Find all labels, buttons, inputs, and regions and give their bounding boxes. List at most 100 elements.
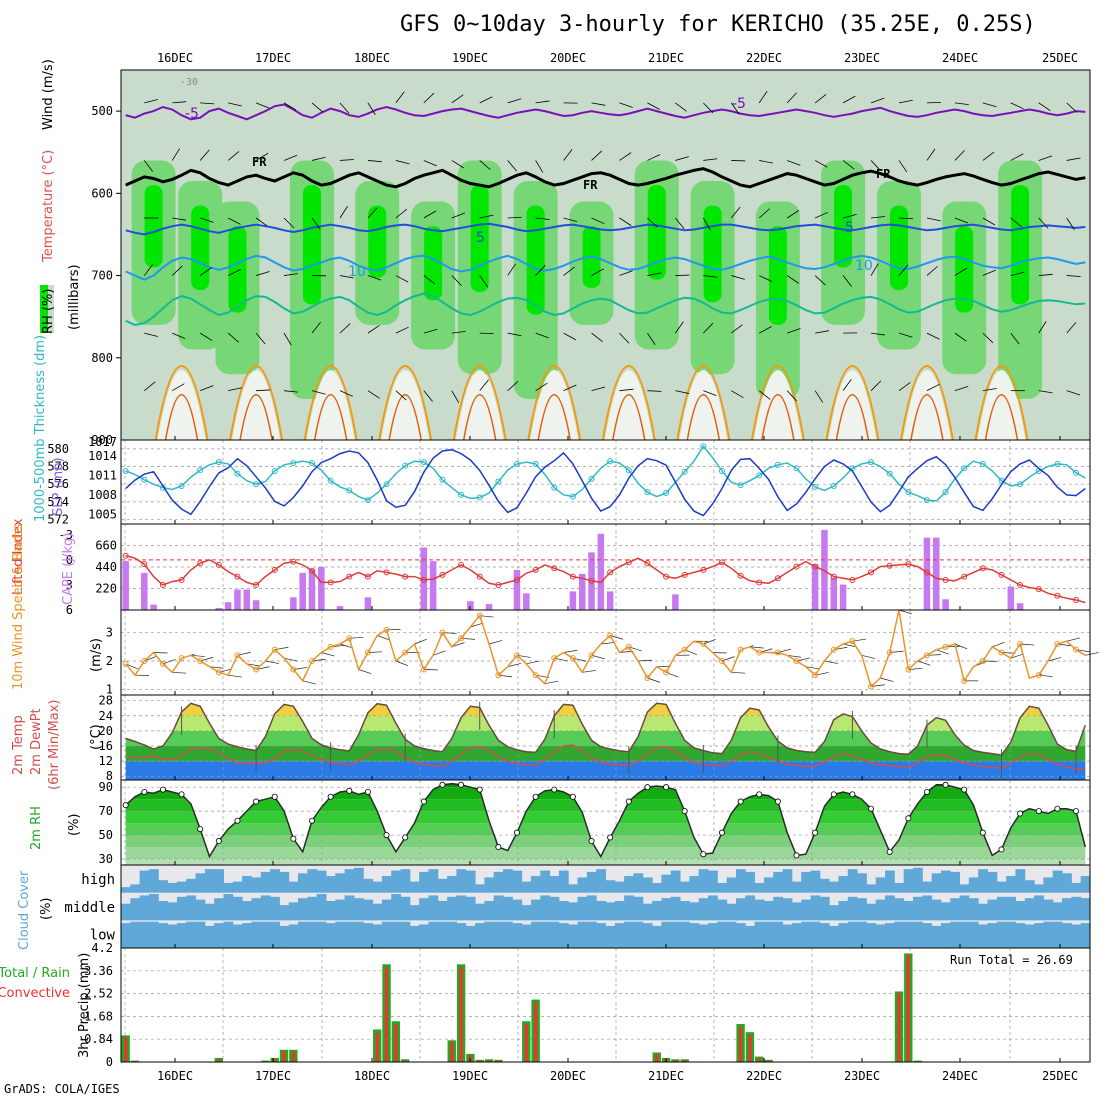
- date-label-top: 16DEC: [157, 51, 193, 65]
- wind-barb: [265, 660, 280, 664]
- wind-barb: [227, 269, 241, 276]
- wind-barb: [535, 217, 550, 220]
- cloud-bar-low: [465, 925, 476, 948]
- cloud-bar-mid: [158, 900, 169, 921]
- wind-barb: [199, 267, 212, 276]
- wind-barb: [377, 635, 390, 641]
- cloud-bar-low: [372, 924, 383, 948]
- cape-bar: [830, 577, 838, 610]
- rh-core: [834, 185, 853, 268]
- cloud-bar-low: [251, 921, 262, 948]
- wind-barb: [339, 206, 348, 219]
- li-line-point: [346, 573, 353, 580]
- wind-barb: [758, 91, 768, 104]
- cloud-bar-low: [940, 923, 951, 948]
- wind-speed-line-point: [197, 658, 204, 664]
- cloud-bar-high: [950, 871, 961, 893]
- rh-band: [125, 811, 1086, 824]
- wind-barb: [200, 385, 214, 392]
- cloud-bar-high: [158, 880, 169, 893]
- wind-speed-line-point: [756, 649, 763, 656]
- wind-speed-line-point: [476, 612, 483, 619]
- cloud-bar-mid: [754, 899, 765, 921]
- cloud-bar-high: [978, 869, 989, 893]
- wind-barb: [228, 387, 242, 392]
- cloud-bar-low: [1034, 923, 1044, 948]
- wind-barb: [311, 217, 321, 230]
- wind-barb: [926, 266, 938, 276]
- cloud-bar-mid: [1071, 896, 1082, 921]
- cloud-bar-mid: [465, 896, 476, 921]
- wind-barb: [675, 102, 687, 112]
- contour-label-10: 10: [348, 264, 366, 280]
- cloud-bar-low: [1080, 923, 1091, 948]
- temp-contour-15: [303, 365, 358, 441]
- cloud-bar-low: [894, 921, 905, 948]
- dewpt-axis-label: 2m DewPt: [29, 708, 44, 775]
- precip-conv-bar: [906, 954, 910, 1062]
- thickness-line-point: [700, 443, 707, 450]
- wind-barb: [619, 332, 630, 344]
- wind-barb: [1066, 322, 1077, 334]
- slp-line: [125, 448, 1086, 517]
- precip-tick-label: 4.2: [91, 941, 113, 955]
- wind-speed-line-point: [364, 649, 371, 656]
- rh-point: [979, 829, 986, 836]
- rh-point: [644, 784, 651, 791]
- cloud-bar-mid: [596, 900, 606, 921]
- wind-barb: [283, 332, 292, 346]
- wind-barb: [898, 160, 908, 173]
- thickness-line-point: [234, 470, 241, 477]
- wind-barb: [619, 217, 632, 226]
- wind-barb: [423, 210, 437, 219]
- precip-conv-bar: [375, 1032, 379, 1062]
- cloud-bar-low: [838, 923, 849, 948]
- cloud-bar-mid: [232, 896, 243, 921]
- thickness-tick-label: 572: [47, 513, 69, 527]
- precip-conv-bar: [496, 1060, 501, 1062]
- thickness-line-point: [458, 491, 465, 498]
- cloud-bar-high: [260, 871, 271, 893]
- li-line-point: [998, 571, 1005, 578]
- wind-barb: [647, 390, 662, 392]
- rh-point: [420, 798, 427, 805]
- cloud-bar-high: [1062, 873, 1072, 893]
- precip-conv-bar: [533, 1002, 538, 1062]
- cloud-bar-mid: [959, 895, 970, 921]
- cape-bar: [933, 537, 940, 610]
- wind-barb: [423, 92, 435, 104]
- rh-tick-label: 70: [99, 804, 113, 818]
- wind-barb: [171, 265, 183, 276]
- cloud-bar-high: [968, 877, 979, 893]
- cloud-bar-high: [1043, 877, 1054, 893]
- wind-barb: [563, 649, 578, 653]
- rh-axis-label: 2m RH: [29, 806, 44, 850]
- temp-tick-label: 28: [99, 694, 113, 708]
- precip-tick-label: 0: [106, 1055, 113, 1069]
- cloud-bar-low: [521, 924, 532, 948]
- cloud-level-label: middle: [64, 900, 115, 916]
- thickness-line-point: [271, 467, 278, 474]
- wind-speed-line-point: [886, 649, 893, 656]
- wind-barb: [926, 332, 940, 340]
- cloud-bar-low: [363, 923, 374, 948]
- wind-barb: [395, 208, 407, 219]
- wind-barb: [339, 275, 354, 279]
- wind-speed-line-point: [346, 635, 353, 642]
- cape-bar: [606, 591, 614, 610]
- temp-contour-20: [686, 394, 721, 441]
- wind-barb: [172, 332, 186, 339]
- thickness-line-point: [718, 467, 725, 474]
- wind-barb: [759, 326, 772, 334]
- li-line-point: [700, 566, 707, 573]
- wind-barb: [591, 268, 604, 276]
- wind-barb: [712, 652, 727, 654]
- cloud-bar-high: [419, 871, 429, 893]
- rh-band: [125, 835, 1086, 848]
- cloud-bar-mid: [298, 898, 308, 921]
- cape-bar: [215, 608, 223, 610]
- cloud-bar-high: [540, 870, 551, 893]
- rh-point: [569, 793, 576, 800]
- rh-core: [526, 205, 545, 315]
- date-label-bottom: 17DEC: [255, 1069, 291, 1083]
